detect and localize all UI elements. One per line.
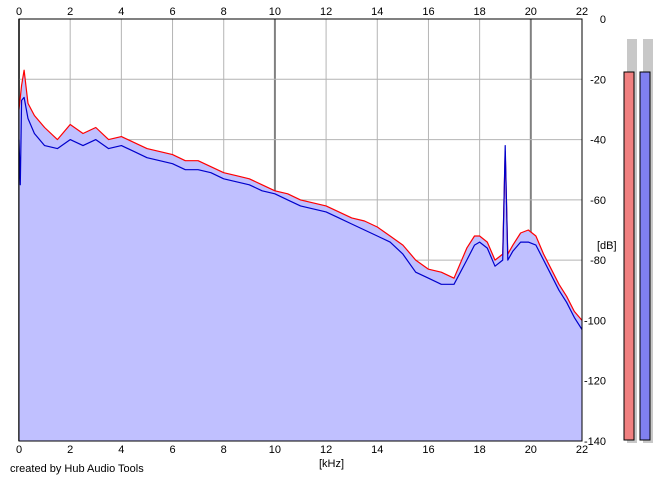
y-axis-label: [dB] [597, 240, 617, 252]
x-tick-labels-bottom: 0 2 4 6 8 10 12 14 16 18 20 22 [16, 444, 588, 456]
spectrum-fill-path [19, 70, 582, 441]
x-tick-label-top: 22 [576, 6, 588, 18]
x-tick-labels-top: 0 2 4 6 8 10 12 14 16 18 20 22 [16, 6, 588, 18]
y-tick-label: -20 [590, 74, 606, 86]
x-tick-label-top: 14 [371, 6, 383, 18]
x-tick-label-top: 12 [320, 6, 332, 18]
series-left-channel-line [18, 69, 583, 321]
x-tick-label-bottom: 22 [576, 444, 588, 456]
x-tick-label-bottom: 8 [221, 444, 227, 456]
level-meters [623, 39, 653, 443]
spectrum-fill-area [19, 70, 582, 441]
y-tick-label: -60 [590, 195, 606, 207]
y-tick-label: -100 [584, 315, 606, 327]
x-axis-label: [kHz] [319, 458, 345, 470]
spectrum-series-group [18, 69, 583, 330]
meter-right-bar [639, 71, 651, 441]
x-tick-label-bottom: 6 [169, 444, 175, 456]
x-tick-label-top: 20 [525, 6, 537, 18]
x-tick-label-bottom: 0 [16, 444, 22, 456]
x-tick-label-bottom: 16 [422, 444, 434, 456]
x-tick-label-top: 6 [169, 6, 175, 18]
chart-axes [18, 18, 583, 442]
x-tick-label-top: 16 [422, 6, 434, 18]
y-tick-label: -120 [584, 376, 606, 388]
x-tick-label-top: 18 [474, 6, 486, 18]
x-tick-label-bottom: 10 [269, 444, 281, 456]
x-tick-label-bottom: 20 [525, 444, 537, 456]
x-tick-label-bottom: 2 [67, 444, 73, 456]
x-tick-label-top: 0 [16, 6, 22, 18]
x-tick-label-bottom: 12 [320, 444, 332, 456]
x-tick-label-top: 2 [67, 6, 73, 18]
x-tick-label-top: 8 [221, 6, 227, 18]
x-tick-label-top: 10 [269, 6, 281, 18]
x-tick-label-bottom: 14 [371, 444, 383, 456]
y-tick-label: 0 [600, 14, 606, 26]
plot-frame [18, 18, 583, 442]
y-tick-label: -40 [590, 135, 606, 147]
x-tick-label-bottom: 18 [474, 444, 486, 456]
x-tick-label-bottom: 4 [118, 444, 124, 456]
x-tick-label-top: 4 [118, 6, 124, 18]
meter-left-bar [623, 71, 635, 441]
credit-text: created by Hub Audio Tools [10, 463, 144, 475]
y-tick-label: -140 [584, 436, 606, 448]
y-tick-label: -80 [590, 255, 606, 267]
y-tick-labels: 0 -20 -40 -60 -80 -100 -120 -140 [584, 14, 606, 448]
series-right-channel-line [18, 96, 583, 330]
